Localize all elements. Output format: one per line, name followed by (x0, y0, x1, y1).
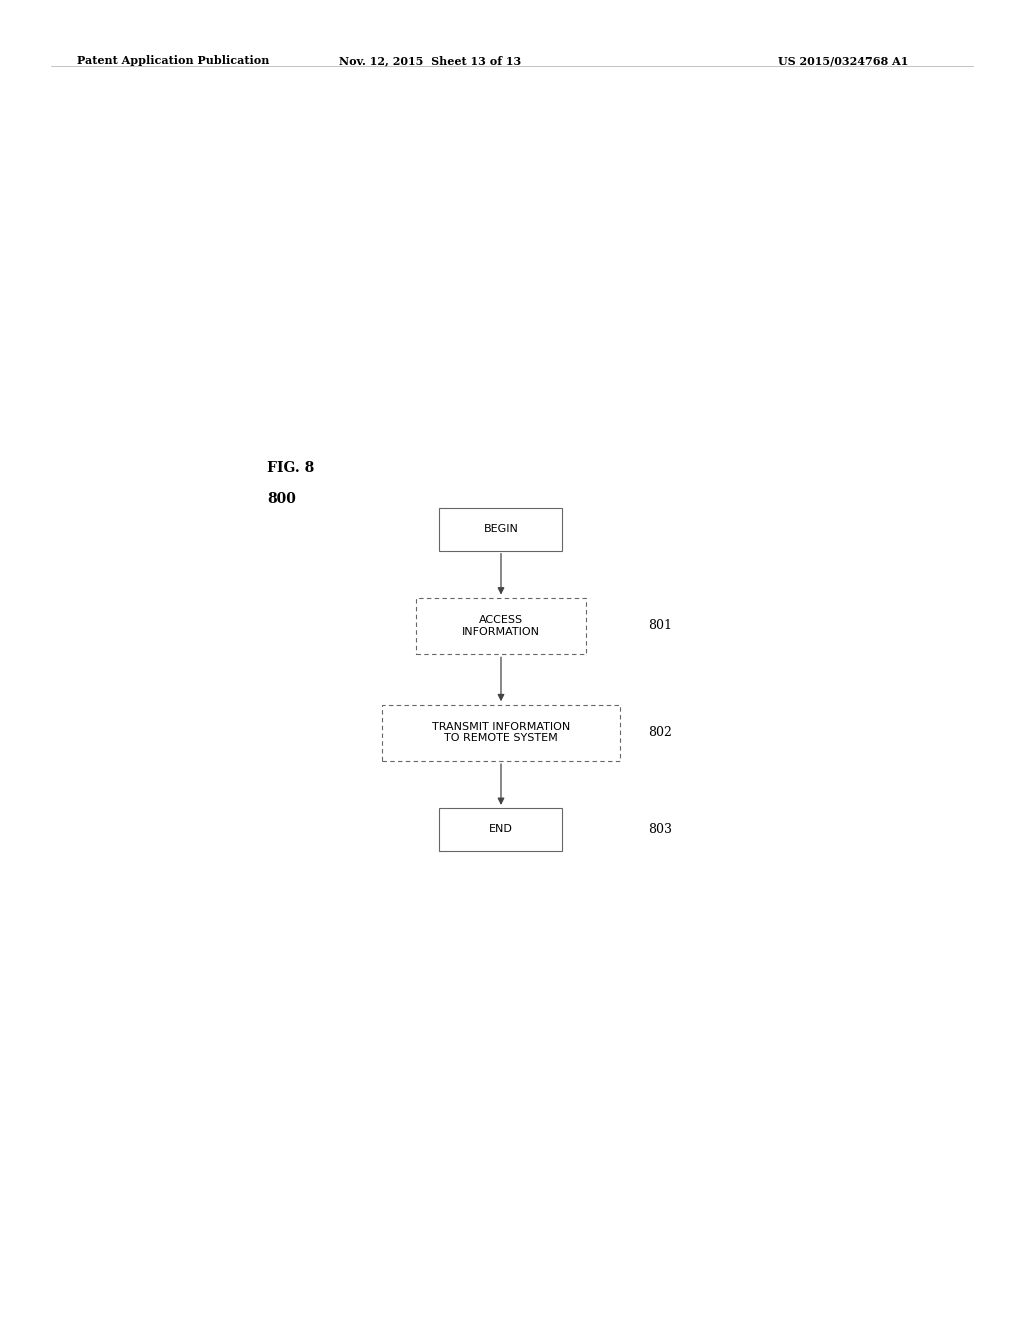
Text: TRANSMIT INFORMATION
TO REMOTE SYSTEM: TRANSMIT INFORMATION TO REMOTE SYSTEM (432, 722, 570, 743)
Text: 803: 803 (648, 822, 672, 836)
Text: BEGIN: BEGIN (483, 524, 518, 535)
Text: US 2015/0324768 A1: US 2015/0324768 A1 (778, 55, 908, 66)
Text: Nov. 12, 2015  Sheet 13 of 13: Nov. 12, 2015 Sheet 13 of 13 (339, 55, 521, 66)
FancyBboxPatch shape (439, 808, 562, 850)
FancyBboxPatch shape (439, 508, 562, 550)
FancyBboxPatch shape (416, 598, 587, 653)
Text: ACCESS
INFORMATION: ACCESS INFORMATION (462, 615, 540, 636)
FancyBboxPatch shape (382, 705, 620, 760)
Text: 801: 801 (648, 619, 672, 632)
Text: END: END (489, 824, 513, 834)
Text: Patent Application Publication: Patent Application Publication (77, 55, 269, 66)
Text: 802: 802 (648, 726, 672, 739)
Text: 800: 800 (267, 492, 296, 506)
Text: FIG. 8: FIG. 8 (267, 462, 314, 475)
